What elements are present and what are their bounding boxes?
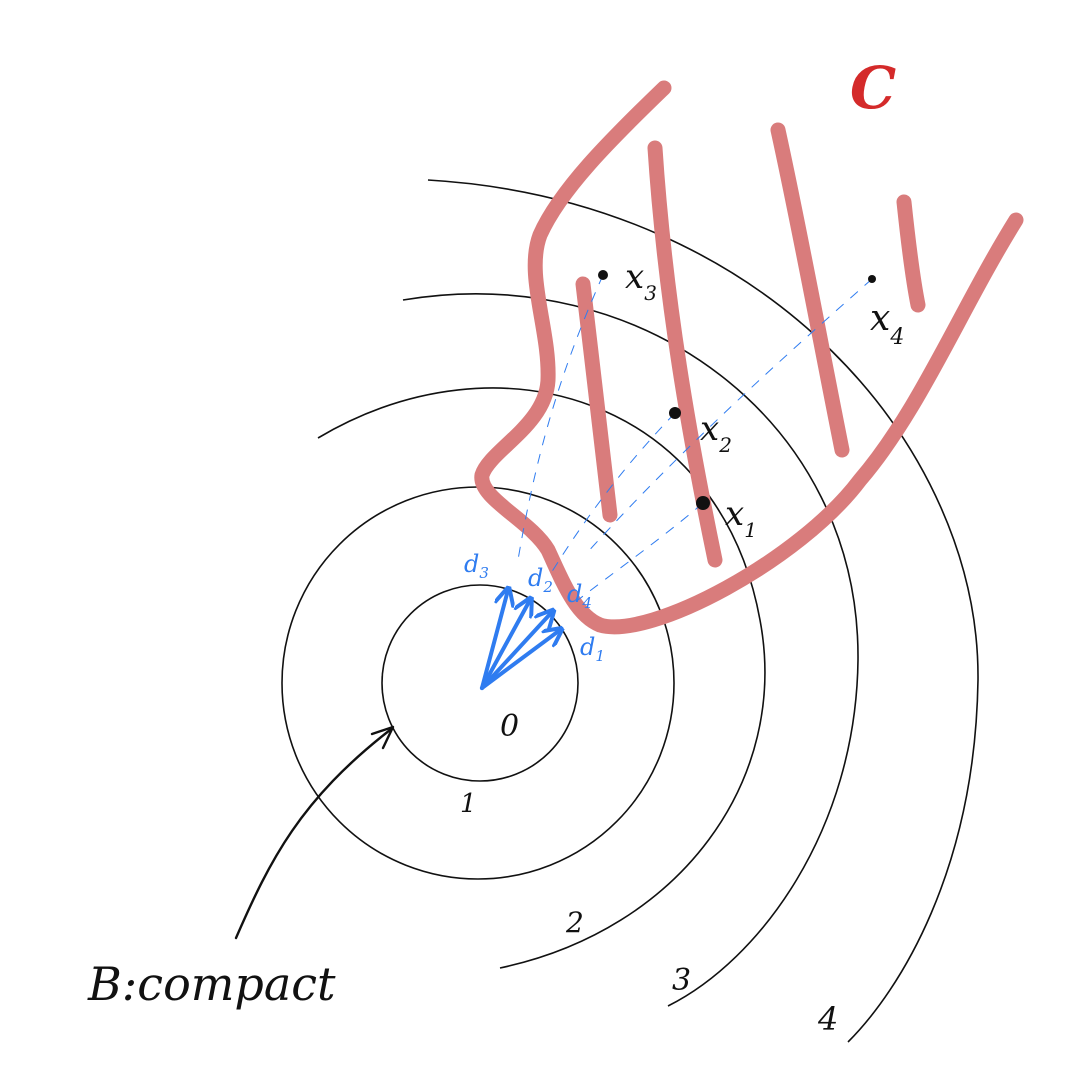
projection-line-4	[584, 278, 873, 556]
direction-d2-label: d2	[528, 564, 553, 596]
point-x2-label: x2	[700, 409, 732, 457]
set-c	[474, 80, 1024, 635]
set-c-stroke-2	[647, 140, 723, 568]
ring-2-label: 2	[565, 906, 584, 939]
ring-3-arc	[317, 387, 766, 969]
point-x4-label: x4	[870, 298, 904, 350]
set-c-outline	[474, 80, 1024, 635]
direction-d3-arrow	[480, 590, 508, 690]
set-c-stroke-3	[770, 122, 850, 458]
set-c-label: C	[850, 54, 896, 122]
direction-d1-label: d1	[580, 633, 605, 665]
ring-3-label: 3	[672, 963, 691, 998]
compact-label: B:compact	[87, 957, 336, 1011]
ring-1-label: 1	[460, 789, 477, 819]
ring-4-arc	[402, 293, 859, 1007]
points	[598, 270, 876, 510]
projection-lines	[517, 274, 873, 601]
projection-line-1	[577, 502, 704, 601]
direction-d1-arrow	[480, 630, 560, 690]
direction-d3-label: d3	[464, 550, 489, 582]
ring-2-circle	[281, 486, 675, 880]
direction-vectors	[480, 590, 560, 690]
compact-pointer-arrow	[234, 728, 392, 940]
direction-d2-arrow	[480, 600, 530, 690]
set-c-stroke-4	[896, 194, 926, 313]
direction-d4-label: d4	[567, 580, 592, 612]
compact-pointer-arrowhead	[370, 725, 395, 750]
projection-line-2	[547, 412, 676, 579]
point-x1-label: x1	[725, 494, 757, 542]
point-x1-dot	[696, 496, 710, 510]
projection-line-3	[517, 274, 604, 561]
point-x3-label: x3	[625, 257, 657, 305]
direction-d4-arrow	[480, 612, 552, 690]
ring-5-arc	[427, 179, 979, 1043]
point-x4-dot	[868, 275, 876, 283]
point-x3-dot	[598, 270, 608, 280]
ring-1-circle	[381, 584, 579, 782]
point-x2-dot	[669, 407, 681, 419]
origin-label: 0	[500, 709, 519, 744]
ring-4-label: 4	[817, 1000, 838, 1038]
set-c-stroke-1	[575, 276, 618, 523]
